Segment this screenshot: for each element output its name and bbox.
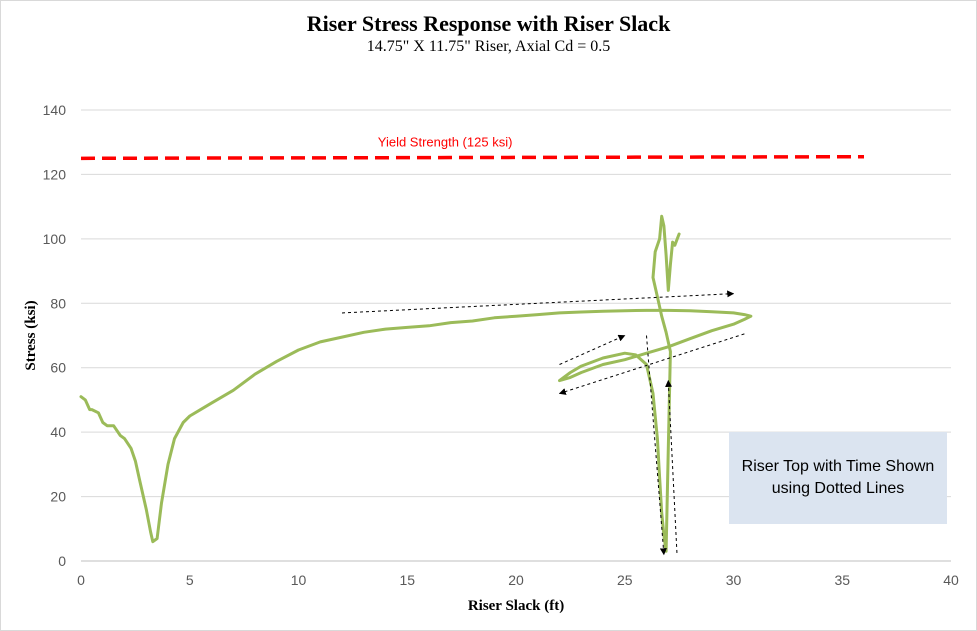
x-tick-label: 30: [726, 572, 742, 588]
note-text: Riser Top with Time Shown using Dotted L…: [741, 458, 935, 497]
yield-strength-line: [80, 154, 865, 161]
y-tick-label: 120: [43, 166, 67, 182]
series-layer: [79, 214, 753, 553]
y-tick-label: 0: [58, 553, 66, 569]
dotted-arrow: [558, 333, 745, 395]
x-tick-label: 20: [508, 572, 524, 588]
y-tick-label: 140: [43, 102, 67, 118]
dotted-arrow: [646, 335, 667, 556]
dotted-arrow: [559, 334, 626, 365]
x-tick-label: 0: [77, 572, 85, 588]
dotted-arrow: [341, 290, 735, 314]
y-tick-label: 20: [50, 489, 66, 505]
x-axis-title: Riser Slack (ft): [468, 598, 564, 614]
tick-labels: 0 20 40 60 80 100 120 140 0 5 10 15 20 25 30 35 40: [43, 102, 959, 588]
y-tick-label: 60: [50, 360, 66, 376]
x-tick-label: 25: [617, 572, 633, 588]
stress-series-line: [79, 214, 753, 553]
chart-subtitle: 14.75" X 11.75" Riser, Axial Cd = 0.5: [366, 38, 611, 55]
x-tick-label: 40: [943, 572, 959, 588]
x-tick-label: 15: [399, 572, 415, 588]
x-tick-label: 35: [834, 572, 850, 588]
yield-strength-label: Yield Strength (125 ksi): [378, 135, 513, 150]
dotted-arrow: [665, 379, 678, 553]
dotted-arrows-layer: [341, 290, 745, 556]
x-tick-label: 5: [186, 572, 194, 588]
y-tick-label: 80: [50, 295, 66, 311]
y-tick-label: 40: [50, 424, 66, 440]
chart-title: Riser Stress Response with Riser Slack: [306, 11, 671, 36]
y-axis-title: Stress (ksi): [23, 300, 39, 370]
note-box: Riser Top with Time Shown using Dotted L…: [729, 432, 947, 524]
x-tick-label: 10: [291, 572, 307, 588]
y-tick-label: 100: [43, 231, 67, 247]
yield-strength-layer: Yield Strength (125 ksi): [80, 135, 865, 161]
